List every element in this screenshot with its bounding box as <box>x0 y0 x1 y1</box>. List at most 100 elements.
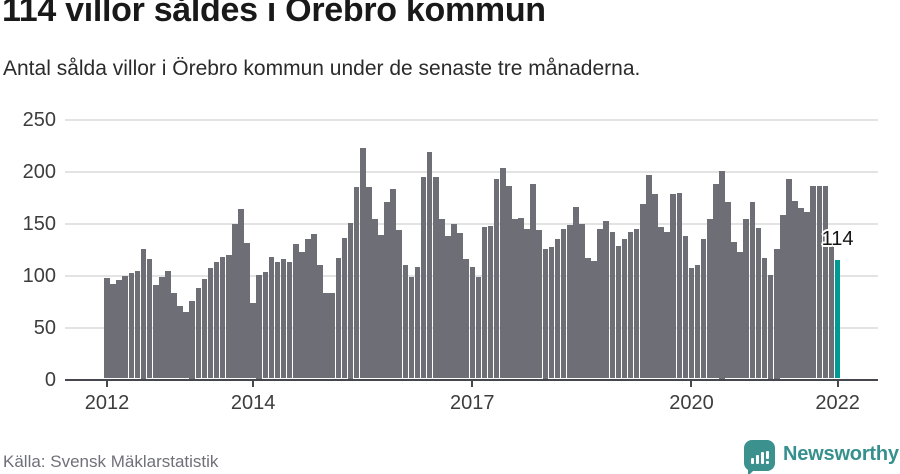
bar <box>487 225 494 379</box>
bar <box>244 243 250 379</box>
bar <box>621 239 628 379</box>
bar <box>792 200 798 379</box>
bar <box>633 228 640 379</box>
bar <box>694 265 701 379</box>
x-axis-tick-label: 2012 <box>84 391 130 414</box>
bar <box>652 194 658 379</box>
y-axis-tick-label: 250 <box>22 108 56 131</box>
bar <box>305 239 311 379</box>
bar <box>426 151 433 379</box>
bar <box>646 174 652 379</box>
bar <box>493 178 500 379</box>
bar <box>713 184 719 379</box>
bar <box>798 207 804 379</box>
bar <box>268 256 275 379</box>
x-axis-tick-label: 2017 <box>450 391 495 414</box>
bar <box>432 176 439 379</box>
bar <box>274 262 281 379</box>
chart-title: 114 villor såldes i Örebro kommun <box>2 0 546 29</box>
chart-subtitle: Antal sålda villor i Örebro kommun under… <box>3 57 641 80</box>
bar <box>110 283 116 379</box>
logo-pin-tail <box>748 467 757 474</box>
bar <box>195 288 202 379</box>
bar <box>445 236 451 379</box>
bar <box>548 247 555 379</box>
x-axis-tick <box>106 381 108 387</box>
bar <box>420 176 427 379</box>
x-axis-tick <box>836 381 839 387</box>
y-axis-tick-label: 50 <box>33 316 56 339</box>
bar <box>755 227 762 379</box>
bar <box>688 268 695 379</box>
bar <box>810 186 817 379</box>
x-axis-line <box>65 378 878 381</box>
bar <box>573 206 579 379</box>
bar <box>116 279 122 379</box>
bar <box>512 219 518 379</box>
bar <box>475 276 482 379</box>
mini-bar-chart-icon <box>744 440 775 471</box>
bar <box>761 257 768 379</box>
bar <box>542 248 549 379</box>
bar <box>499 168 506 379</box>
bar <box>603 221 610 379</box>
y-axis-tick-label: 100 <box>22 264 56 287</box>
bar <box>804 212 810 379</box>
bar <box>207 268 214 379</box>
x-axis-tick <box>471 381 474 387</box>
bar <box>451 223 457 379</box>
bar <box>731 242 737 379</box>
bar <box>238 208 244 379</box>
bar <box>256 274 262 379</box>
bar <box>591 260 597 379</box>
bar <box>719 170 725 379</box>
bar <box>323 293 329 379</box>
bar <box>134 271 141 379</box>
bar <box>311 233 317 379</box>
bar <box>786 178 792 379</box>
bar <box>463 258 469 379</box>
bar <box>177 305 183 379</box>
bar <box>341 238 348 379</box>
bar <box>280 258 287 379</box>
bar <box>560 228 567 379</box>
bar <box>439 219 445 379</box>
bar <box>566 224 573 379</box>
bar <box>165 271 171 379</box>
bar <box>670 194 676 379</box>
bar <box>158 276 165 379</box>
bar <box>767 274 774 379</box>
bar <box>402 265 409 379</box>
highlighted-bar <box>834 259 841 379</box>
bar <box>378 234 384 379</box>
bar <box>706 219 713 379</box>
bar <box>299 251 305 379</box>
bar <box>359 147 366 379</box>
bar <box>347 222 354 379</box>
bar <box>481 226 488 379</box>
bar <box>639 203 646 379</box>
bar <box>597 228 603 379</box>
x-axis-tick <box>690 381 693 387</box>
bar <box>146 258 153 379</box>
bar <box>725 201 731 379</box>
bar <box>828 243 835 379</box>
y-axis-tick-label: 200 <box>22 160 56 183</box>
bar <box>152 284 159 379</box>
x-axis-tick-label: 2020 <box>669 391 714 414</box>
bar <box>335 257 342 379</box>
bar <box>262 272 269 379</box>
x-axis-tick <box>252 381 255 387</box>
bar <box>372 219 378 379</box>
highlight-value-label: 114 <box>821 227 854 250</box>
bar <box>518 218 524 379</box>
bar <box>390 189 396 379</box>
bar <box>816 186 823 379</box>
bar <box>122 275 129 379</box>
bar <box>457 232 463 379</box>
bar <box>658 226 664 379</box>
bar <box>554 239 561 379</box>
grid-line <box>65 223 878 225</box>
bar <box>469 267 476 379</box>
